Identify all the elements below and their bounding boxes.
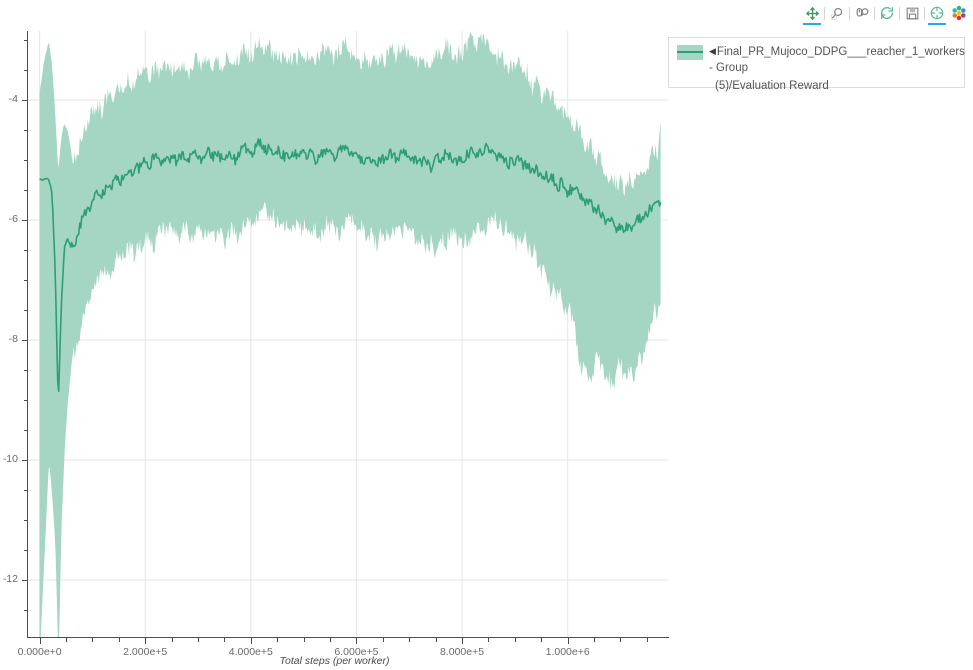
y-minor-tick (24, 130, 28, 131)
x-tick-label: 6.000e+5 (334, 646, 379, 658)
y-minor-tick (24, 400, 28, 401)
y-minor-tick (24, 190, 28, 191)
y-axis-line (27, 31, 29, 638)
x-tick (250, 638, 252, 644)
x-tick-label: 1.000e+6 (545, 646, 590, 658)
y-tick-label: -12 (2, 573, 18, 585)
x-minor-tick (224, 638, 226, 642)
y-tick (22, 580, 28, 581)
x-minor-tick (435, 638, 437, 642)
plot-canvas[interactable] (28, 31, 668, 637)
x-tick-label: 8.000e+5 (440, 646, 485, 658)
x-minor-tick (488, 638, 490, 642)
pan-tool-icon[interactable] (801, 1, 823, 25)
x-minor-tick (646, 638, 648, 642)
x-minor-tick (198, 638, 200, 642)
legend[interactable]: ◀Final_PR_Mujoco_DDPG___reacher_1_worker… (668, 37, 965, 92)
x-tick-label: 0.000e+0 (17, 646, 62, 658)
toolbar-divider (874, 6, 875, 20)
y-minor-tick (24, 520, 28, 521)
y-minor-tick (24, 40, 28, 41)
x-minor-tick (171, 638, 173, 642)
y-tick-label: -8 (8, 333, 18, 345)
reset-tool-icon[interactable] (876, 1, 898, 25)
x-minor-tick (66, 638, 68, 642)
y-tick-label: -4 (8, 93, 18, 105)
y-minor-tick (24, 160, 28, 161)
y-minor-tick (24, 370, 28, 371)
y-minor-tick (24, 430, 28, 431)
toolbar-divider (924, 6, 925, 20)
x-tick (462, 638, 464, 644)
toolbar-divider (899, 6, 900, 20)
y-minor-tick (24, 310, 28, 311)
x-minor-tick (277, 638, 279, 642)
x-minor-tick (330, 638, 332, 642)
x-minor-tick (92, 638, 94, 642)
box-zoom-tool-icon[interactable] (826, 1, 848, 25)
x-axis-label: Total steps (per worker) (279, 655, 390, 667)
x-minor-tick (118, 638, 120, 642)
legend-color-swatch (677, 45, 703, 60)
x-minor-tick (409, 638, 411, 642)
toolbar-divider (849, 6, 850, 20)
toolbar-divider (824, 6, 825, 20)
y-tick (22, 100, 28, 101)
y-minor-tick (24, 610, 28, 611)
y-tick (22, 340, 28, 341)
x-axis-line (28, 637, 669, 639)
x-tick-label: 4.000e+5 (228, 646, 273, 658)
mean-line (39, 138, 662, 392)
x-minor-tick (303, 638, 305, 642)
legend-marker-icon: ◀ (709, 46, 716, 56)
y-minor-tick (24, 280, 28, 281)
y-minor-tick (24, 250, 28, 251)
x-minor-tick (541, 638, 543, 642)
x-tick (567, 638, 569, 644)
legend-label-line1: Final_PR_Mujoco_DDPG___reacher_1_workers… (709, 46, 965, 74)
x-tick (145, 638, 147, 644)
x-tick (39, 638, 41, 644)
legend-label-line2: (5)/Evaluation Reward (715, 80, 829, 92)
y-tick-label: -10 (2, 453, 18, 465)
hover-tool-icon[interactable] (926, 1, 948, 25)
y-minor-tick (24, 70, 28, 71)
y-minor-tick (24, 490, 28, 491)
y-minor-tick (24, 550, 28, 551)
x-minor-tick (382, 638, 384, 642)
plot-toolbar[interactable] (795, 0, 973, 26)
confidence-band (39, 32, 661, 637)
wheel-zoom-tool-icon[interactable] (851, 1, 873, 25)
save-tool-icon[interactable] (901, 1, 923, 25)
x-minor-tick (594, 638, 596, 642)
y-tick (22, 220, 28, 221)
y-tick-label: -6 (8, 213, 18, 225)
legend-entry-label: ◀Final_PR_Mujoco_DDPG___reacher_1_worker… (709, 44, 965, 76)
x-tick-label: 2.000e+5 (123, 646, 168, 658)
bokeh-logo-icon[interactable] (948, 1, 970, 25)
x-minor-tick (514, 638, 516, 642)
x-tick (356, 638, 358, 644)
y-tick (22, 460, 28, 461)
x-minor-tick (620, 638, 622, 642)
